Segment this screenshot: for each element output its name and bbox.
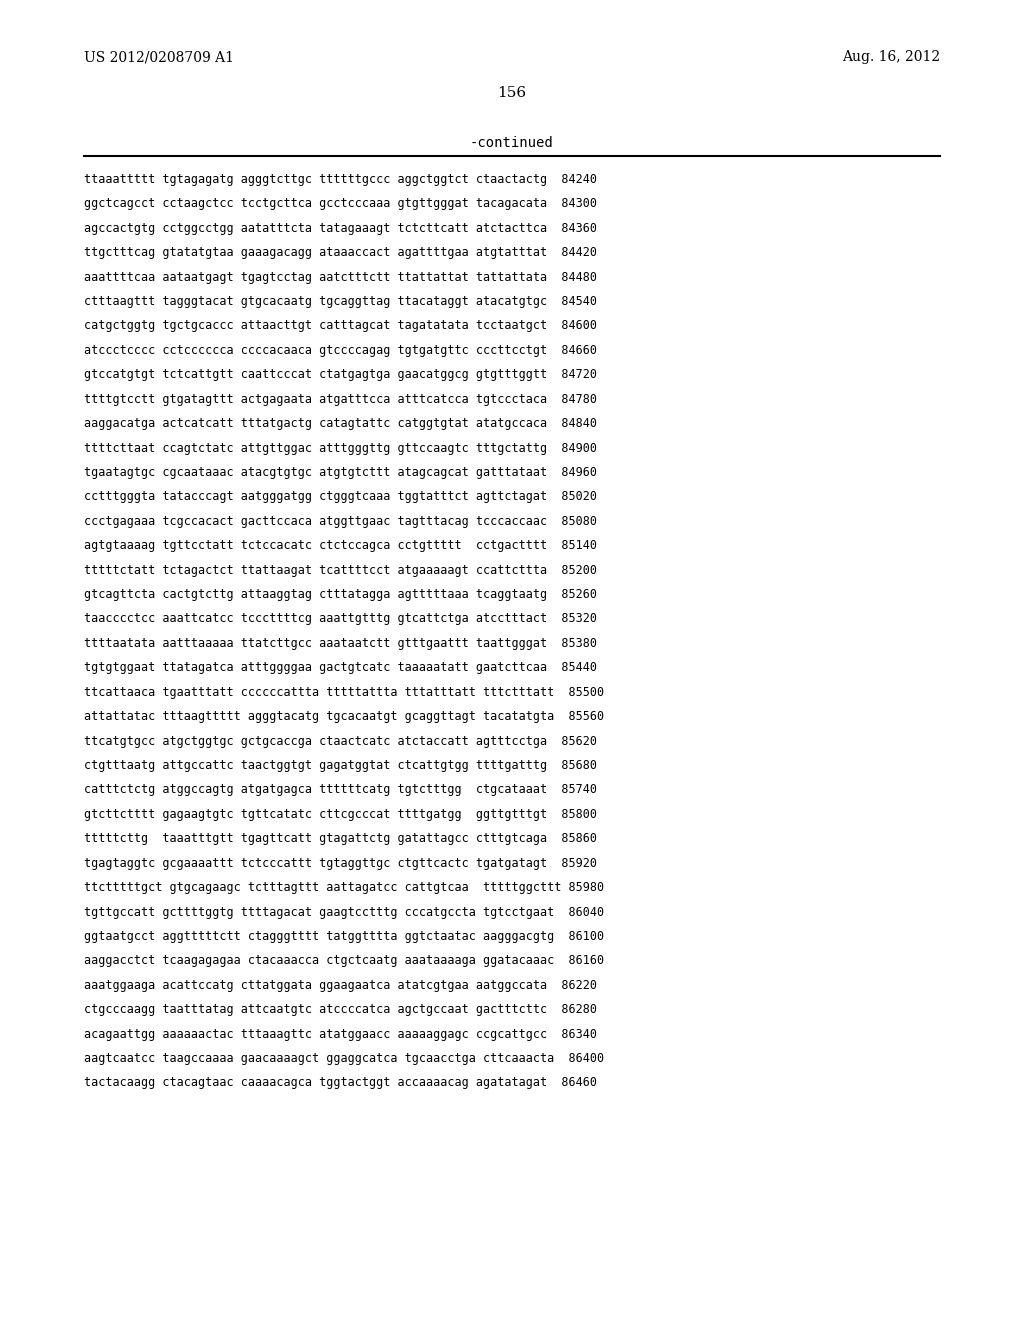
Text: ttctttttgct gtgcagaagc tctttagttt aattagatcc cattgtcaa  tttttggcttt 85980: ttctttttgct gtgcagaagc tctttagttt aattag… [84,882,604,894]
Text: 156: 156 [498,86,526,100]
Text: ttcatgtgcc atgctggtgc gctgcaccga ctaactcatc atctaccatt agtttcctga  85620: ttcatgtgcc atgctggtgc gctgcaccga ctaactc… [84,734,597,747]
Text: acagaattgg aaaaaactac tttaaagttc atatggaacc aaaaaggagc ccgcattgcc  86340: acagaattgg aaaaaactac tttaaagttc atatgga… [84,1027,597,1040]
Text: attattatac tttaagttttt agggtacatg tgcacaatgt gcaggttagt tacatatgta  85560: attattatac tttaagttttt agggtacatg tgcaca… [84,710,604,723]
Text: ggctcagcct cctaagctcc tcctgcttca gcctcccaaa gtgttgggat tacagacata  84300: ggctcagcct cctaagctcc tcctgcttca gcctccc… [84,197,597,210]
Text: ccctgagaaa tcgccacact gacttccaca atggttgaac tagtttacag tcccaccaac  85080: ccctgagaaa tcgccacact gacttccaca atggttg… [84,515,597,528]
Text: aaggacatga actcatcatt tttatgactg catagtattc catggtgtat atatgccaca  84840: aaggacatga actcatcatt tttatgactg catagta… [84,417,597,430]
Text: gtcagttcta cactgtcttg attaaggtag ctttatagga agtttttaaa tcaggtaatg  85260: gtcagttcta cactgtcttg attaaggtag ctttata… [84,589,597,601]
Text: tgtgtggaat ttatagatca atttggggaa gactgtcatc taaaaatatt gaatcttcaa  85440: tgtgtggaat ttatagatca atttggggaa gactgtc… [84,661,597,675]
Text: ttcattaaca tgaatttatt ccccccattta tttttattta tttatttatt tttctttatt  85500: ttcattaaca tgaatttatt ccccccattta ttttta… [84,685,604,698]
Text: ctgtttaatg attgccattc taactggtgt gagatggtat ctcattgtgg ttttgatttg  85680: ctgtttaatg attgccattc taactggtgt gagatgg… [84,759,597,772]
Text: -continued: -continued [470,136,554,150]
Text: tttttcttg  taaatttgtt tgagttcatt gtagattctg gatattagcc ctttgtcaga  85860: tttttcttg taaatttgtt tgagttcatt gtagattc… [84,833,597,845]
Text: tgagtaggtc gcgaaaattt tctcccattt tgtaggttgc ctgttcactc tgatgatagt  85920: tgagtaggtc gcgaaaattt tctcccattt tgtaggt… [84,857,597,870]
Text: ttttcttaat ccagtctatc attgttggac atttgggttg gttccaagtc tttgctattg  84900: ttttcttaat ccagtctatc attgttggac atttggg… [84,441,597,454]
Text: gtccatgtgt tctcattgtt caattcccat ctatgagtga gaacatggcg gtgtttggtt  84720: gtccatgtgt tctcattgtt caattcccat ctatgag… [84,368,597,381]
Text: ctgcccaagg taatttatag attcaatgtc atccccatca agctgccaat gactttcttc  86280: ctgcccaagg taatttatag attcaatgtc atcccca… [84,1003,597,1016]
Text: atccctcccc cctcccccca ccccacaaca gtccccagag tgtgatgttc cccttcctgt  84660: atccctcccc cctcccccca ccccacaaca gtcccca… [84,343,597,356]
Text: ggtaatgcct aggtttttctt ctagggtttt tatggtttta ggtctaatac aagggacgtg  86100: ggtaatgcct aggtttttctt ctagggtttt tatggt… [84,929,604,942]
Text: US 2012/0208709 A1: US 2012/0208709 A1 [84,50,233,65]
Text: ttaaattttt tgtagagatg agggtcttgc ttttttgccc aggctggtct ctaactactg  84240: ttaaattttt tgtagagatg agggtcttgc ttttttg… [84,173,597,186]
Text: Aug. 16, 2012: Aug. 16, 2012 [842,50,940,65]
Text: aaggacctct tcaagagagaa ctacaaacca ctgctcaatg aaataaaaga ggatacaaac  86160: aaggacctct tcaagagagaa ctacaaacca ctgctc… [84,954,604,968]
Text: tgttgccatt gcttttggtg ttttagacat gaagtcctttg cccatgccta tgtcctgaat  86040: tgttgccatt gcttttggtg ttttagacat gaagtcc… [84,906,604,919]
Text: agtgtaaaag tgttcctatt tctccacatc ctctccagca cctgttttt  cctgactttt  85140: agtgtaaaag tgttcctatt tctccacatc ctctcca… [84,539,597,552]
Text: ttttgtcctt gtgatagttt actgagaata atgatttcca atttcatcca tgtccctaca  84780: ttttgtcctt gtgatagttt actgagaata atgattt… [84,393,597,405]
Text: cctttgggta tatacccagt aatgggatgg ctgggtcaaa tggtatttct agttctagat  85020: cctttgggta tatacccagt aatgggatgg ctgggtc… [84,490,597,503]
Text: aaatggaaga acattccatg cttatggata ggaagaatca atatcgtgaa aatggccata  86220: aaatggaaga acattccatg cttatggata ggaagaa… [84,978,597,991]
Text: catgctggtg tgctgcaccc attaacttgt catttagcat tagatatata tcctaatgct  84600: catgctggtg tgctgcaccc attaacttgt catttag… [84,319,597,333]
Text: ttttaatata aatttaaaaa ttatcttgcc aaataatctt gtttgaattt taattgggat  85380: ttttaatata aatttaaaaa ttatcttgcc aaataat… [84,636,597,649]
Text: ttgctttcag gtatatgtaa gaaagacagg ataaaccact agattttgaa atgtatttat  84420: ttgctttcag gtatatgtaa gaaagacagg ataaacc… [84,246,597,259]
Text: taacccctcc aaattcatcc tcccttttcg aaattgtttg gtcattctga atcctttact  85320: taacccctcc aaattcatcc tcccttttcg aaattgt… [84,612,597,626]
Text: catttctctg atggccagtg atgatgagca ttttttcatg tgtctttgg  ctgcataaat  85740: catttctctg atggccagtg atgatgagca ttttttc… [84,783,597,796]
Text: tgaatagtgc cgcaataaac atacgtgtgc atgtgtcttt atagcagcat gatttataat  84960: tgaatagtgc cgcaataaac atacgtgtgc atgtgtc… [84,466,597,479]
Text: tactacaagg ctacagtaac caaaacagca tggtactggt accaaaacag agatatagat  86460: tactacaagg ctacagtaac caaaacagca tggtact… [84,1077,597,1089]
Text: gtcttctttt gagaagtgtc tgttcatatc cttcgcccat ttttgatgg  ggttgtttgt  85800: gtcttctttt gagaagtgtc tgttcatatc cttcgcc… [84,808,597,821]
Text: aagtcaatcc taagccaaaa gaacaaaagct ggaggcatca tgcaacctga cttcaaacta  86400: aagtcaatcc taagccaaaa gaacaaaagct ggaggc… [84,1052,604,1065]
Text: agccactgtg cctggcctgg aatatttcta tatagaaagt tctcttcatt atctacttca  84360: agccactgtg cctggcctgg aatatttcta tatagaa… [84,222,597,235]
Text: ctttaagttt tagggtacat gtgcacaatg tgcaggttag ttacataggt atacatgtgc  84540: ctttaagttt tagggtacat gtgcacaatg tgcaggt… [84,296,597,308]
Text: tttttctatt tctagactct ttattaagat tcattttcct atgaaaaagt ccattcttta  85200: tttttctatt tctagactct ttattaagat tcatttt… [84,564,597,577]
Text: aaattttcaa aataatgagt tgagtcctag aatctttctt ttattattat tattattata  84480: aaattttcaa aataatgagt tgagtcctag aatcttt… [84,271,597,284]
